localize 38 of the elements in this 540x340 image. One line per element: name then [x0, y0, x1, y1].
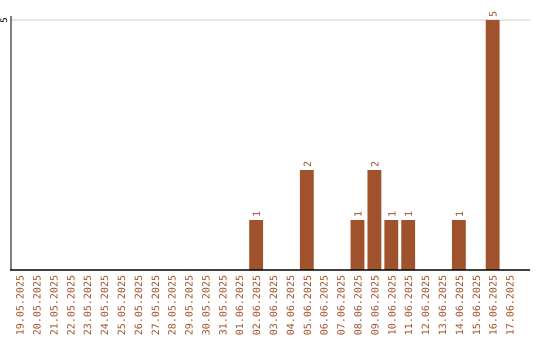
x-tick-label: 14.06.2025	[454, 275, 466, 336]
x-tick-label: 11.06.2025	[404, 275, 416, 336]
data-label: 1	[387, 210, 398, 217]
x-tick-label: 29.05.2025	[184, 275, 196, 336]
data-label: 2	[302, 160, 314, 167]
x-tick-label: 05.06.2025	[302, 275, 314, 336]
x-tick-label: 23.05.2025	[83, 275, 94, 336]
data-label: 1	[354, 210, 364, 217]
x-tick-label: 12.06.2025	[421, 275, 432, 336]
data-label: 2	[370, 160, 382, 167]
data-label: 5	[488, 10, 500, 17]
x-tick-label: 21.05.2025	[49, 275, 60, 336]
x-tick-label: 25.05.2025	[116, 275, 128, 336]
x-tick-label: 09.06.2025	[370, 275, 382, 336]
x-tick-label: 13.06.2025	[438, 275, 449, 336]
data-label: 1	[454, 210, 466, 217]
x-tick-label: 24.05.2025	[100, 275, 112, 336]
x-tick-label: 07.06.2025	[336, 275, 348, 336]
x-tick-label: 30.05.2025	[201, 275, 212, 336]
x-tick-label: 06.06.2025	[320, 275, 331, 336]
data-label: 1	[404, 210, 416, 217]
x-tick-label: 16.06.2025	[488, 275, 500, 336]
x-tick-label: 02.06.2025	[252, 275, 264, 336]
x-tick-label: 08.06.2025	[354, 275, 364, 336]
data-label: 1	[252, 210, 264, 217]
x-tick-label: 22.05.2025	[66, 275, 78, 336]
x-tick-label: 31.05.2025	[218, 275, 230, 336]
x-tick-label: 26.05.2025	[134, 275, 145, 336]
x-tick-label: 03.06.2025	[269, 275, 280, 336]
x-tick-label: 28.05.2025	[168, 275, 179, 336]
x-tick-label: 01.06.2025	[235, 275, 246, 336]
x-tick-label: 04.06.2025	[286, 275, 297, 336]
x-tick-label: 10.06.2025	[387, 275, 398, 336]
x-tick-label: 27.05.2025	[150, 275, 162, 336]
x-tick-label: 19.05.2025	[16, 275, 27, 336]
x-tick-label: 20.05.2025	[32, 275, 44, 336]
x-tick-label: 15.06.2025	[472, 275, 483, 336]
x-tick-label: 17.06.2025	[506, 275, 517, 336]
